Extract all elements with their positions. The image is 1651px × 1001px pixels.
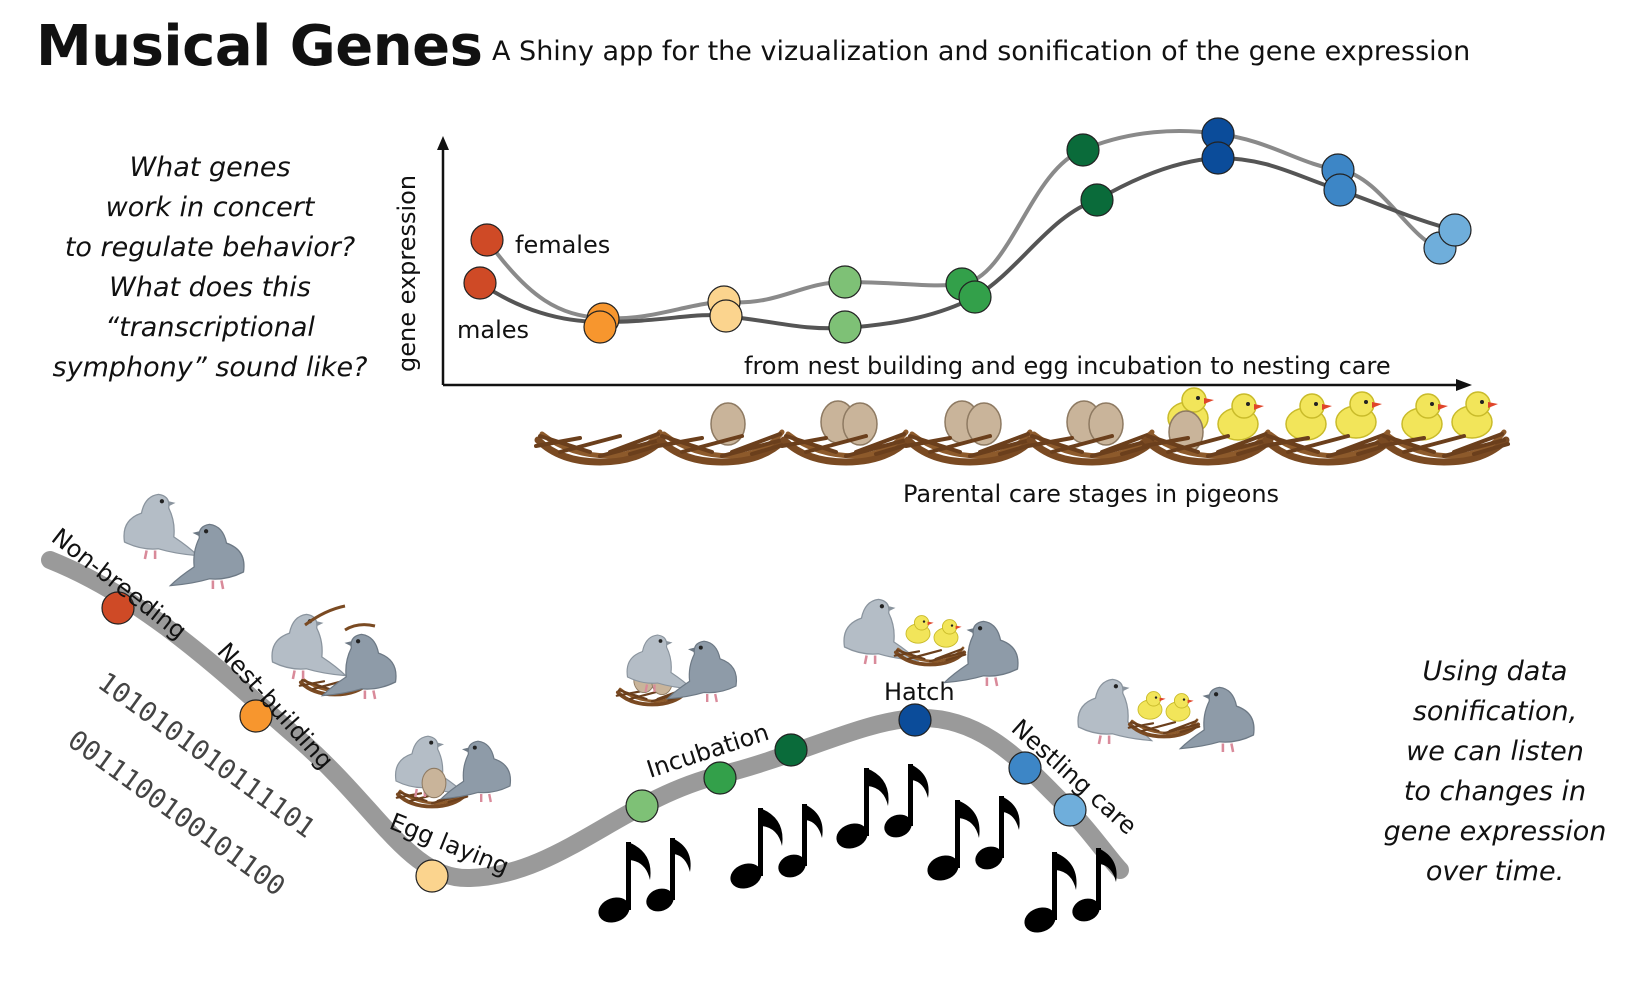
timeline-point — [1053, 793, 1087, 827]
nest-two-eggs-icon — [906, 400, 1034, 462]
male-points — [463, 141, 1472, 344]
y-axis-arrow-icon — [437, 136, 449, 150]
sonification-line: to changes in — [1403, 776, 1587, 807]
question-line: What does this — [109, 272, 311, 303]
nest-chicks-icon — [1264, 391, 1392, 462]
nest-chicks-icon — [1380, 391, 1508, 462]
x-axis-label: from nest building and egg incubation to… — [744, 352, 1391, 380]
female-point — [470, 223, 504, 257]
page-subtitle: A Shiny app for the vizualization and so… — [492, 36, 1471, 67]
timeline-point — [1008, 751, 1042, 785]
timeline-point — [703, 761, 737, 795]
pigeons-hatch-icon — [842, 598, 1020, 688]
males-label: males — [457, 316, 529, 344]
sonification-line: we can listen — [1406, 736, 1584, 767]
empty-nest-icon — [536, 432, 664, 462]
y-axis-label: gene expression — [393, 175, 421, 372]
nest-row: Parental care stages in pigeons — [536, 387, 1508, 508]
nest-caption: Parental care stages in pigeons — [903, 480, 1279, 508]
male-point — [828, 310, 862, 344]
male-point — [463, 266, 497, 300]
stage-label-hatch: Hatch — [884, 678, 955, 706]
nest-two-eggs-icon — [782, 400, 910, 462]
male-point — [709, 299, 743, 333]
timeline-point — [625, 789, 659, 823]
timeline-points — [101, 591, 1087, 893]
pigeons-nest-building-icon — [270, 604, 398, 701]
question-line: symphony” sound like? — [52, 352, 368, 383]
nest-hatching-icon — [1144, 387, 1272, 462]
male-point — [1323, 173, 1357, 207]
x-axis-arrow-icon — [1456, 379, 1472, 391]
timeline-point — [898, 703, 932, 737]
sonification-text: Using data sonification, we can listen t… — [1355, 652, 1635, 892]
pigeons-incubation-icon — [614, 633, 738, 707]
nest-two-eggs-icon — [1028, 400, 1156, 462]
females-label: females — [515, 231, 610, 259]
sonification-line: sonification, — [1412, 696, 1578, 727]
sonification-line: Using data — [1422, 656, 1568, 687]
question-line: work in concert — [105, 192, 315, 223]
male-point — [1080, 183, 1114, 217]
female-point — [1066, 133, 1100, 167]
male-point — [1438, 213, 1472, 247]
page-title: Musical Genes — [36, 14, 483, 79]
timeline-point — [101, 591, 135, 625]
pigeons-egg-laying-icon — [394, 735, 512, 809]
male-point — [958, 280, 992, 314]
pigeons-non-breeding-icon — [122, 493, 246, 591]
pigeons-nestling-care-icon — [1076, 678, 1256, 754]
nest-one-egg-icon — [658, 402, 786, 462]
question-line: to regulate behavior? — [64, 232, 356, 263]
sonification-line: gene expression — [1383, 816, 1607, 847]
question-text: What genes work in concert to regulate b… — [30, 148, 390, 388]
female-point — [828, 265, 862, 299]
timeline-point — [239, 699, 273, 733]
question-line: “transcriptional — [105, 312, 315, 343]
male-point — [1201, 141, 1235, 175]
expression-chart: gene expression from nest building and e… — [393, 117, 1472, 391]
sonification-line: over time. — [1425, 856, 1565, 887]
male-point — [583, 310, 617, 344]
timeline-point — [774, 733, 808, 767]
timeline-point — [415, 859, 449, 893]
question-line: What genes — [129, 152, 291, 183]
